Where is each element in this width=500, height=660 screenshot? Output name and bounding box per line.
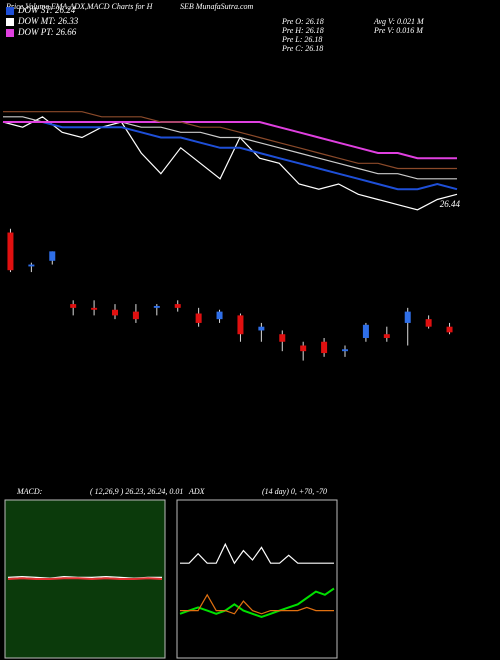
- series-line: [180, 542, 334, 565]
- legend-swatch: [6, 7, 14, 15]
- chart-title: Price,Volume,EMA,ADX,MACD Charts for H: [5, 2, 154, 11]
- candle-body: [404, 311, 411, 323]
- candle-body: [132, 311, 139, 320]
- series-line: [3, 121, 457, 160]
- series-line: [179, 587, 335, 618]
- candle-body: [279, 334, 286, 342]
- legend-label: DOW MT: 26.33: [17, 16, 79, 26]
- legend-swatch: [6, 29, 14, 37]
- site-name: SEB MunafaSutra.com: [180, 2, 254, 11]
- candle-body: [112, 309, 118, 316]
- candle-body: [342, 349, 348, 352]
- candle-body: [174, 304, 181, 308]
- candle-body: [425, 319, 432, 327]
- panel-subtitle: ( 12,26,9 ) 26.23, 26.24, 0.01: [90, 487, 183, 496]
- series-line: [3, 111, 457, 170]
- series-line: [180, 593, 334, 615]
- candle-body: [300, 345, 307, 352]
- series-line: [3, 121, 458, 191]
- volume-info: Pre V: 0.016 M: [373, 26, 424, 35]
- candle-body: [70, 304, 77, 308]
- info: Pre L: 26.18: [281, 35, 322, 44]
- candle-body: [28, 264, 35, 267]
- candle-body: [91, 307, 98, 310]
- candle-body: [7, 232, 14, 271]
- candle-body: [49, 251, 56, 261]
- series-line: [2, 116, 458, 211]
- info: Pre H: 26.18: [281, 26, 324, 35]
- panel-title: MACD:: [16, 487, 43, 496]
- candle-body: [258, 326, 265, 331]
- candle-body: [216, 311, 223, 320]
- candle-body: [153, 305, 160, 308]
- annotation: 26.44: [440, 199, 461, 209]
- candle-body: [446, 326, 453, 333]
- info: Pre C: 26.18: [281, 44, 323, 53]
- panel-title: ADX: [188, 487, 206, 496]
- panel-subtitle: (14 day) 0, +70, -70: [262, 487, 327, 496]
- legend-swatch: [6, 18, 14, 26]
- series-line: [7, 577, 163, 581]
- info: Pre O: 26.18: [281, 17, 324, 26]
- candle-body: [383, 334, 390, 338]
- legend-label: DOW PT: 26.66: [17, 27, 77, 37]
- candle-body: [362, 324, 369, 338]
- candle-body: [237, 315, 244, 335]
- candle-body: [195, 313, 202, 323]
- legend-label: DOW ST: 26.24: [17, 5, 76, 15]
- panel-bg: [176, 499, 338, 659]
- volume-info: Avg V: 0.021 M: [373, 17, 425, 26]
- candle-body: [321, 341, 328, 354]
